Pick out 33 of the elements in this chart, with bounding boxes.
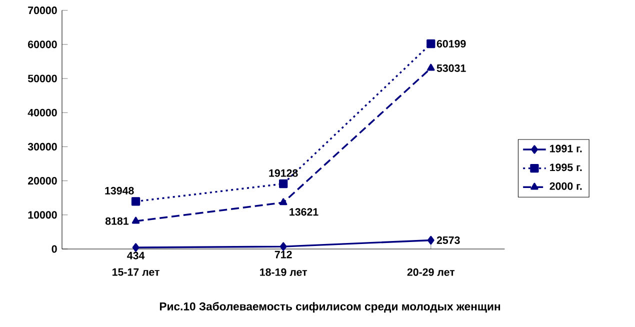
- y-tick-label: 30000: [28, 142, 57, 150]
- y-tick-label: 0: [52, 245, 57, 253]
- point: [427, 64, 435, 71]
- text: Рис.10 Заболеваемость сифилисом среди молодых женщин: [160, 302, 500, 313]
- data-label: 53031: [436, 64, 466, 72]
- point: [132, 216, 140, 224]
- y-tick-label: 40000: [28, 108, 57, 116]
- point: [426, 39, 436, 48]
- data-label: 60199: [436, 40, 466, 48]
- x-tick-label: 15-17 лет: [112, 268, 160, 276]
- y-tick-label: 10000: [28, 211, 57, 219]
- data-label: 13948: [105, 186, 134, 195]
- data-label: 2573: [436, 236, 460, 244]
- point: [280, 242, 287, 251]
- legend-label: 2000 г.: [550, 182, 582, 190]
- point: [427, 236, 434, 245]
- y-tick-label: 60000: [28, 40, 57, 48]
- point: [279, 179, 288, 188]
- x-tick-label: 20-29 лет: [407, 268, 455, 276]
- y-tick-label: 20000: [28, 177, 57, 185]
- data-label: 712: [274, 250, 292, 258]
- y-tick-label: 70000: [28, 6, 57, 14]
- legend-label: 1991 г.: [550, 144, 582, 152]
- x-tick-label: 18-19 лет: [260, 268, 307, 276]
- data-label: 8181: [105, 217, 129, 225]
- data-label: 19128: [269, 169, 298, 177]
- point: [131, 197, 140, 206]
- point: [279, 198, 288, 206]
- data-label: 13621: [290, 208, 318, 216]
- data-label: 434: [127, 252, 145, 260]
- point: [132, 243, 140, 252]
- legend-label: 1995 г.: [550, 164, 582, 172]
- y-tick-label: 50000: [28, 74, 57, 82]
